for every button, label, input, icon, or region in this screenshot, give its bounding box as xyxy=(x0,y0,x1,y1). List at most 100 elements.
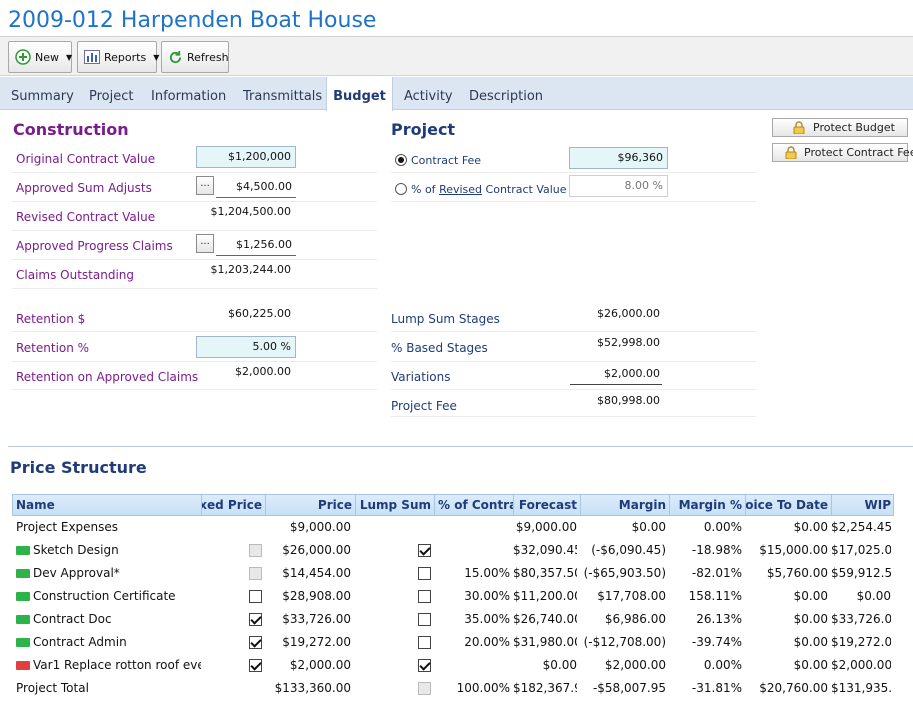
tab-project[interactable]: Project xyxy=(89,89,134,104)
wip-cell: $19,272.00 xyxy=(831,635,891,649)
claims-outstanding-label: Claims Outstanding xyxy=(16,268,135,282)
divider xyxy=(12,172,377,173)
table-row[interactable]: Project Expenses $9,000.00 $9,000.00 $0.00 0… xyxy=(12,516,894,539)
approved-progress-claims-browse-button[interactable]: ... xyxy=(196,234,214,253)
table-row[interactable]: Construction Certificate $28,908.00 30.00%… xyxy=(12,585,894,608)
table-row[interactable]: Sketch Design $26,000.00 $32,090.45 (-$6,09… xyxy=(12,539,894,562)
forecast-cell: $31,980.00 xyxy=(513,635,577,649)
page-title: 2009-012 Harpenden Boat House xyxy=(8,8,377,33)
refresh-icon xyxy=(168,50,183,65)
margin-cell: $17,708.00 xyxy=(597,589,666,603)
table-row[interactable]: Contract Doc $33,726.00 35.00% $26,740.00 $6… xyxy=(12,608,894,631)
divider xyxy=(12,389,377,390)
tab-summary[interactable]: Summary xyxy=(11,89,74,104)
retention-pct-label: Retention % xyxy=(16,341,90,355)
margin-cell: -$58,007.95 xyxy=(592,681,666,695)
fixed-price-checkbox[interactable] xyxy=(249,636,262,649)
flag-icon xyxy=(16,592,30,601)
pct-of-contract-cell: 20.00% xyxy=(464,635,510,649)
fixed-price-checkbox[interactable] xyxy=(249,613,262,626)
pct-of-revised-input[interactable]: 8.00 % xyxy=(569,175,668,197)
approved-sum-adjusts-browse-button[interactable]: ... xyxy=(196,176,214,195)
col-margin[interactable]: Margin xyxy=(581,495,670,515)
lock-icon xyxy=(793,121,805,134)
price-cell: $19,272.00 xyxy=(282,635,351,649)
forecast-cell: $80,357.50 xyxy=(513,566,577,580)
flag-icon xyxy=(16,615,30,624)
divider xyxy=(391,201,756,202)
reports-button[interactable]: Reports ▼ xyxy=(77,41,159,73)
pct-of-revised-radio[interactable] xyxy=(395,183,407,195)
invoice-to-date-cell: $15,000.00 xyxy=(759,543,828,557)
tab-description[interactable]: Description xyxy=(469,89,544,104)
reports-button-label: Reports xyxy=(104,50,147,64)
tab-information[interactable]: Information xyxy=(151,89,227,104)
flag-icon xyxy=(16,546,30,555)
price-structure-header: Name Fixed Price Price Lump Sum % of Con… xyxy=(12,494,894,516)
table-row[interactable]: Var1 Replace rotton roof eves $2,000.00 $0… xyxy=(12,654,894,677)
table-row[interactable]: Dev Approval* $14,454.00 15.00% $80,357.50 (… xyxy=(12,562,894,585)
col-invoice-to-date[interactable]: Invoice To Date xyxy=(746,495,832,515)
col-margin-pct[interactable]: Margin % xyxy=(670,495,746,515)
revised-link[interactable]: Revised xyxy=(439,183,483,196)
lump-sum-checkbox[interactable] xyxy=(418,659,431,672)
divider xyxy=(391,172,756,173)
forecast-cell: $0.00 xyxy=(542,658,577,672)
divider xyxy=(12,331,377,332)
original-contract-value-input[interactable]: $1,200,000 xyxy=(196,146,296,168)
table-row[interactable]: Project Total $133,360.00 100.00% $182,367.… xyxy=(12,677,894,700)
invoice-to-date-cell: $0.00 xyxy=(793,589,828,603)
price-cell: $133,360.00 xyxy=(274,681,351,695)
contract-fee-input[interactable]: $96,360 xyxy=(569,147,668,169)
tab-budget[interactable]: Budget xyxy=(326,77,393,111)
lump-sum-checkbox[interactable] xyxy=(418,590,431,603)
col-fixed-price[interactable]: Fixed Price xyxy=(202,495,266,515)
refresh-button[interactable]: Refresh xyxy=(161,41,229,73)
wip-cell: $33,726.00 xyxy=(831,612,891,626)
col-pct-of-contract[interactable]: % of Contract xyxy=(435,495,514,515)
lump-sum-checkbox[interactable] xyxy=(418,567,431,580)
col-price[interactable]: Price xyxy=(266,495,356,515)
variations-label: Variations xyxy=(391,370,451,384)
fixed-price-checkbox[interactable] xyxy=(249,590,262,603)
new-button[interactable]: New ▼ xyxy=(8,41,72,73)
protect-contract-fee-button[interactable]: Protect Contract Fee xyxy=(772,143,913,162)
fixed-price-checkbox xyxy=(249,544,262,557)
tab-activity[interactable]: Activity xyxy=(404,89,453,104)
underline xyxy=(216,255,296,256)
row-name-cell: Contract Admin xyxy=(16,631,201,654)
flag-icon xyxy=(16,661,30,670)
col-lump-sum[interactable]: Lump Sum xyxy=(356,495,435,515)
add-circle-icon xyxy=(15,49,31,65)
tab-transmittals[interactable]: Transmittals xyxy=(243,89,323,104)
invoice-to-date-cell: $0.00 xyxy=(793,635,828,649)
lump-sum-checkbox[interactable] xyxy=(418,636,431,649)
protect-budget-button[interactable]: Protect Budget xyxy=(772,118,908,137)
forecast-cell: $9,000.00 xyxy=(515,520,577,534)
pct-based-stages-label: % Based Stages xyxy=(391,341,488,355)
fixed-price-checkbox[interactable] xyxy=(249,659,262,672)
approved-progress-claims-value: $1,256.00 xyxy=(236,238,292,251)
lump-sum-checkbox[interactable] xyxy=(418,613,431,626)
col-wip[interactable]: WIP xyxy=(864,498,892,512)
pct-of-revised-label: % of Revised Contract Value xyxy=(411,183,567,196)
lock-icon xyxy=(785,146,797,159)
pct-of-contract-cell: 100.00% xyxy=(456,681,510,695)
protect-contract-fee-label: Protect Contract Fee xyxy=(804,146,913,159)
underline xyxy=(216,197,296,198)
revised-contract-value-label: Revised Contract Value xyxy=(16,210,156,224)
margin-pct-cell: -31.81% xyxy=(691,681,742,695)
col-name[interactable]: Name xyxy=(13,495,202,515)
lump-sum-stages-label: Lump Sum Stages xyxy=(391,312,500,326)
margin-pct-cell: 158.11% xyxy=(688,589,742,603)
retention-dollar-label: Retention $ xyxy=(16,312,86,326)
lump-sum-checkbox[interactable] xyxy=(418,544,431,557)
row-name: Project Expenses xyxy=(16,520,119,534)
table-row[interactable]: Contract Admin $19,272.00 20.00% $31,980.00… xyxy=(12,631,894,654)
retention-pct-input[interactable]: 5.00 % xyxy=(196,336,296,358)
row-name: Contract Doc xyxy=(33,612,112,626)
col-forecast[interactable]: Forecast xyxy=(514,495,581,515)
contract-fee-radio[interactable] xyxy=(395,154,407,166)
margin-cell: $0.00 xyxy=(631,520,666,534)
new-button-label: New xyxy=(35,50,59,64)
